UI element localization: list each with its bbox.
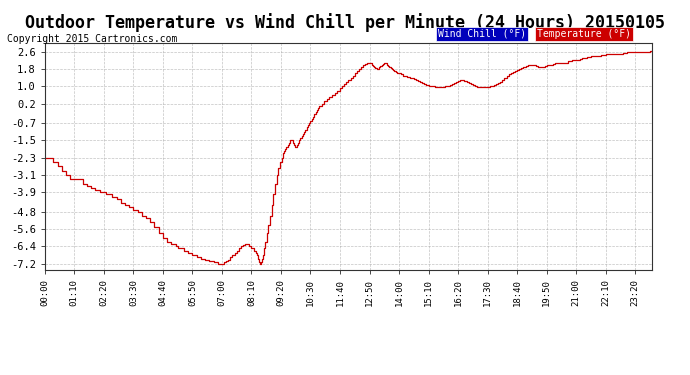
Text: Copyright 2015 Cartronics.com: Copyright 2015 Cartronics.com xyxy=(7,34,177,44)
Text: Temperature (°F): Temperature (°F) xyxy=(537,29,631,39)
Text: Wind Chill (°F): Wind Chill (°F) xyxy=(438,29,526,39)
Text: Outdoor Temperature vs Wind Chill per Minute (24 Hours) 20150105: Outdoor Temperature vs Wind Chill per Mi… xyxy=(25,13,665,32)
